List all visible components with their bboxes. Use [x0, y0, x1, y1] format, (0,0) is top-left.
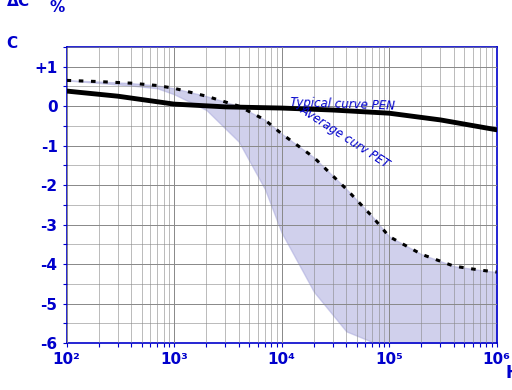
Text: Average curv PET: Average curv PET: [297, 103, 392, 170]
Text: $\mathbf{\%}$: $\mathbf{\%}$: [49, 0, 66, 15]
Text: $\mathbf{\Delta C}$: $\mathbf{\Delta C}$: [6, 0, 30, 9]
Text: $\mathbf{C}$: $\mathbf{C}$: [6, 35, 18, 51]
Text: Hz: Hz: [505, 364, 512, 382]
Text: Typical curve PEN: Typical curve PEN: [290, 96, 395, 112]
